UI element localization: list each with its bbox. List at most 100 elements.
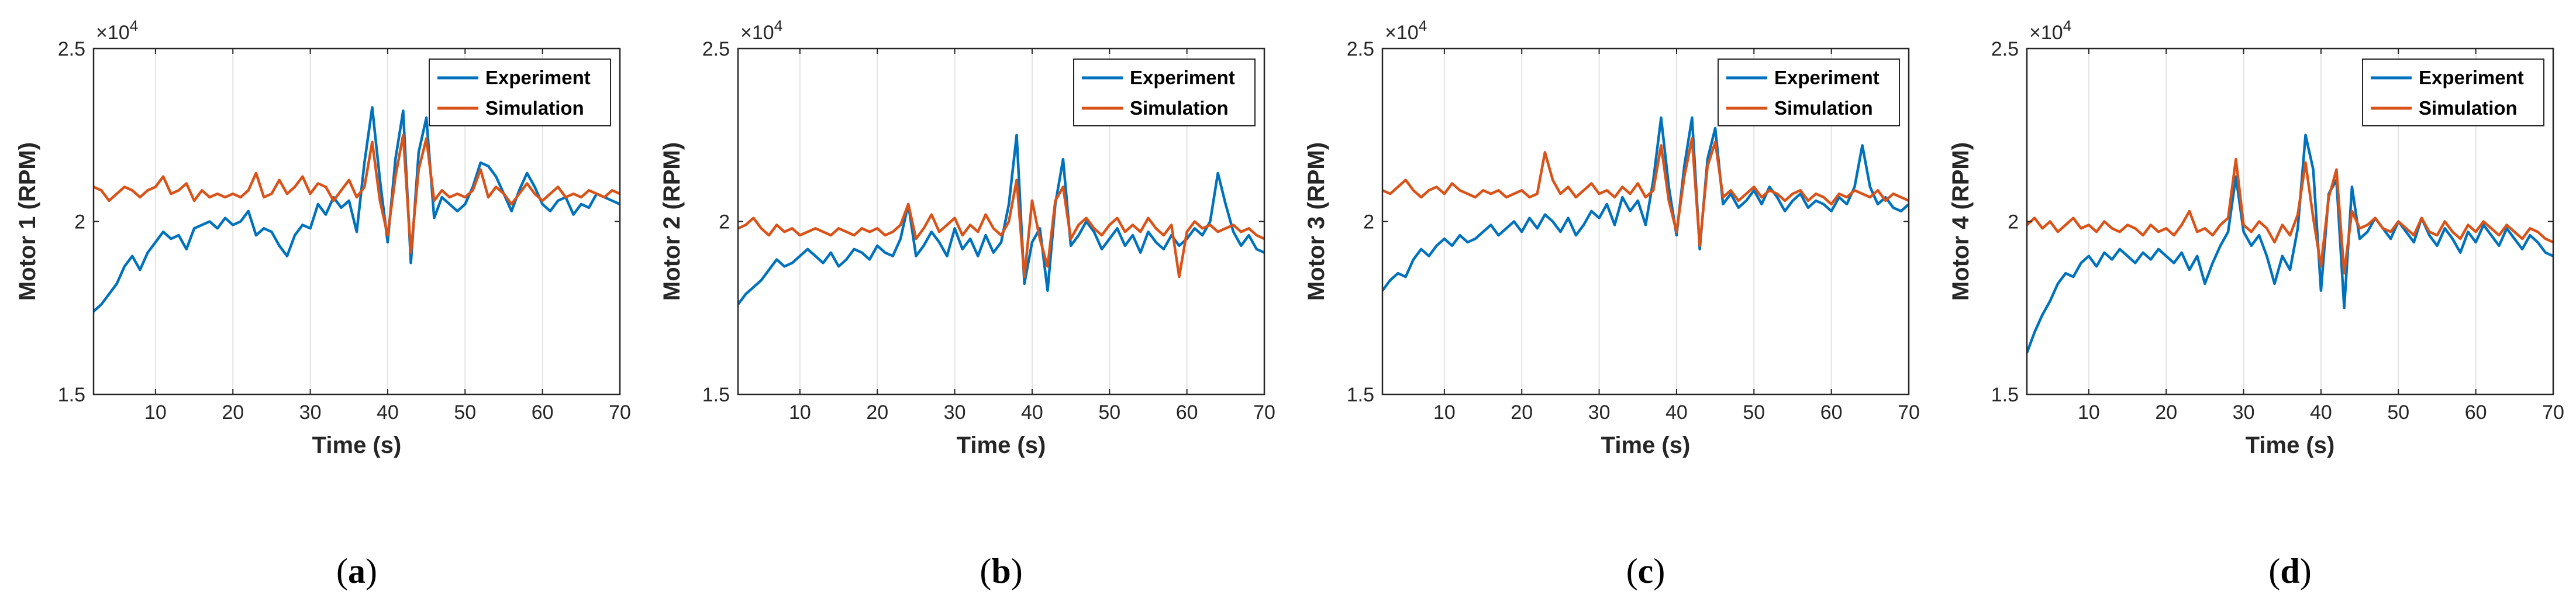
y-tick-label: 1.5: [702, 384, 730, 406]
x-tick-label: 60: [1176, 401, 1198, 424]
panel-caption: (c): [1626, 552, 1665, 590]
y-tick-label: 2: [74, 211, 85, 233]
x-tick-label: 40: [1021, 401, 1043, 424]
exponent-base: ×10: [1385, 22, 1419, 44]
legend-label: Experiment: [1130, 67, 1235, 88]
chart-panel-c: 10 20 30 40 50 60 70 1.5 2 2.5 ×104 Time (s) Motor 3…: [1303, 17, 1920, 590]
exponent-power: 4: [2063, 17, 2071, 35]
x-tick-label: 50: [454, 401, 476, 424]
x-tick-label: 40: [2310, 401, 2332, 424]
legend-label: Simulation: [1774, 97, 1873, 119]
x-tick-label: 20: [2155, 401, 2177, 424]
legend-label: Experiment: [2419, 67, 2524, 88]
caption-open-paren: (: [2268, 552, 2280, 590]
x-tick-label: 70: [1253, 401, 1275, 424]
legend: Experiment Simulation: [2362, 59, 2544, 126]
y-tick-label: 1.5: [1991, 384, 2019, 406]
series-line-simulation: [2027, 157, 2553, 275]
caption-close-paren: ): [1011, 552, 1023, 590]
y-tick-label: 2.5: [1347, 38, 1374, 60]
series-line-simulation: [94, 133, 620, 254]
x-tick-label: 20: [222, 401, 244, 424]
x-tick-label: 40: [377, 401, 399, 424]
exponent-base: ×10: [740, 22, 774, 44]
series-line-experiment: [2027, 133, 2553, 353]
x-tick-label: 60: [1820, 401, 1843, 424]
panel-caption: (a): [336, 552, 377, 590]
x-tick-label: 30: [944, 401, 966, 424]
y-exponent-label: ×104: [2029, 17, 2071, 44]
y-tick-label: 2.5: [1991, 38, 2019, 60]
exponent-base: ×10: [2029, 22, 2063, 44]
x-tick-label: 10: [144, 401, 167, 424]
y-exponent-label: ×104: [1385, 17, 1427, 44]
panel-caption: (d): [2268, 552, 2311, 590]
legend-box: [1073, 59, 1256, 126]
legend-label: Experiment: [485, 67, 591, 88]
caption-open-paren: (: [1626, 552, 1638, 590]
caption-letter: b: [991, 552, 1011, 590]
legend-label: Simulation: [1130, 97, 1229, 119]
x-tick-label: 50: [2387, 401, 2409, 424]
y-tick-label: 1.5: [58, 384, 85, 406]
y-axis-title: Motor 2 (RPM): [659, 142, 685, 301]
x-tick-label: 20: [866, 401, 888, 424]
legend-label: Simulation: [485, 97, 584, 119]
series-line-experiment: [94, 106, 620, 312]
exponent-power: 4: [130, 17, 138, 35]
legend-box: [429, 59, 611, 126]
y-axis-title: Motor 3 (RPM): [1303, 142, 1329, 301]
x-tick-label: 70: [1898, 401, 1920, 424]
legend: Experiment Simulation: [1073, 59, 1256, 126]
series-line-simulation: [1382, 137, 1909, 248]
x-axis-title: Time (s): [2246, 432, 2335, 458]
y-tick-label: 2: [719, 211, 730, 233]
x-axis-title: Time (s): [957, 432, 1046, 458]
chart-panel-b: 10 20 30 40 50 60 70 1.5 2 2.5 ×104 Time (s) Motor 2…: [659, 17, 1275, 590]
exponent-base: ×10: [96, 22, 130, 44]
legend-box: [2362, 59, 2544, 126]
exponent-power: 4: [1419, 17, 1427, 35]
x-tick-label: 30: [299, 401, 322, 424]
x-tick-label: 10: [789, 401, 811, 424]
chart-panel-d: 10 20 30 40 50 60 70 1.5 2 2.5 ×104 Time (s) Motor 4…: [1948, 17, 2564, 590]
y-tick-label: 2: [2008, 211, 2019, 233]
x-tick-label: 70: [609, 401, 631, 424]
x-axis-title: Time (s): [1601, 432, 1691, 458]
panel-caption: (b): [980, 552, 1022, 590]
caption-close-paren: ): [365, 552, 377, 590]
x-tick-label: 50: [1743, 401, 1765, 424]
caption-letter: c: [1638, 552, 1654, 590]
legend-label: Simulation: [2419, 97, 2518, 119]
legend: Experiment Simulation: [429, 59, 611, 126]
y-tick-label: 1.5: [1347, 384, 1374, 406]
y-tick-label: 2: [1363, 211, 1374, 233]
caption-letter: d: [2280, 552, 2299, 590]
caption-close-paren: ): [1653, 552, 1665, 590]
caption-close-paren: ): [2300, 552, 2312, 590]
exponent-power: 4: [774, 17, 782, 35]
y-axis-title: Motor 1 (RPM): [15, 142, 40, 301]
x-tick-label: 10: [2078, 401, 2100, 424]
x-axis-title: Time (s): [312, 432, 402, 458]
series-line-experiment: [1382, 116, 1909, 292]
y-exponent-label: ×104: [96, 17, 138, 44]
y-tick-label: 2.5: [58, 38, 85, 60]
caption-letter: a: [348, 552, 365, 590]
x-tick-label: 30: [2233, 401, 2255, 424]
y-axis-title: Motor 4 (RPM): [1948, 142, 1974, 301]
x-tick-label: 30: [1588, 401, 1611, 424]
x-tick-label: 40: [1665, 401, 1688, 424]
legend: Experiment Simulation: [1718, 59, 1900, 126]
x-tick-label: 10: [1433, 401, 1456, 424]
series-line-experiment: [738, 133, 1264, 305]
y-tick-label: 2.5: [702, 38, 730, 60]
caption-open-paren: (: [980, 552, 991, 590]
legend-box: [1718, 59, 1900, 126]
x-tick-label: 60: [2465, 401, 2487, 424]
x-tick-label: 60: [532, 401, 554, 424]
x-tick-label: 50: [1098, 401, 1120, 424]
chart-panel-a: 10 20 30 40 50 60 70 1.5 2 2.5 ×104 Time (s) Motor 1…: [15, 17, 631, 590]
caption-open-paren: (: [336, 552, 348, 590]
